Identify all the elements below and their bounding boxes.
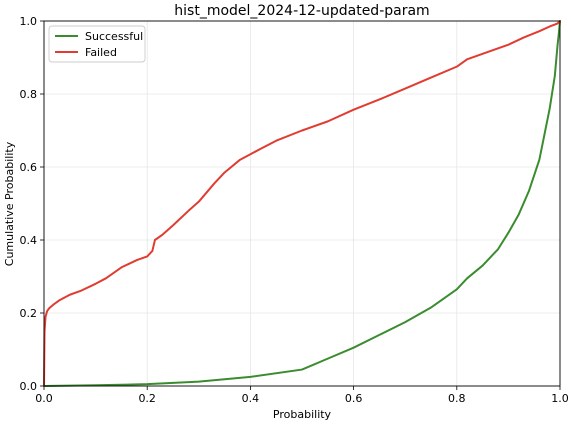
x-tick-label: 0.4: [242, 392, 260, 405]
y-tick-label: 0.8: [20, 88, 38, 101]
x-axis-label: Probability: [273, 408, 332, 421]
grid: [43, 20, 561, 387]
plot-frame: [43, 20, 561, 387]
chart-title: hist_model_2024-12-updated-param: [174, 3, 429, 19]
series-lines: [43, 20, 561, 387]
x-tick-label: 0.6: [345, 392, 363, 405]
legend-label-failed: Failed: [85, 46, 117, 59]
x-tick-label: 0.0: [35, 392, 53, 405]
x-tick-label: 0.8: [448, 392, 466, 405]
y-tick-label: 1.0: [20, 15, 38, 28]
series-line-failed: [43, 20, 561, 387]
x-tick-label: 1.0: [551, 392, 569, 405]
series-line-successful: [43, 20, 561, 387]
axis-ticks: 0.0 0.2 0.4 0.6 0.8 1.0 0.0 0.2 0.4 0.6 0.8 1.0: [20, 15, 569, 405]
y-tick-label: 0.2: [20, 307, 38, 320]
y-tick-label: 0.4: [20, 234, 38, 247]
y-tick-label: 0.6: [20, 161, 38, 174]
legend: Successful Failed: [48, 25, 146, 63]
legend-label-successful: Successful: [85, 30, 143, 43]
x-tick-label: 0.2: [138, 392, 156, 405]
y-tick-label: 0.0: [20, 380, 38, 393]
y-axis-label: Cumulative Probability: [3, 141, 16, 266]
